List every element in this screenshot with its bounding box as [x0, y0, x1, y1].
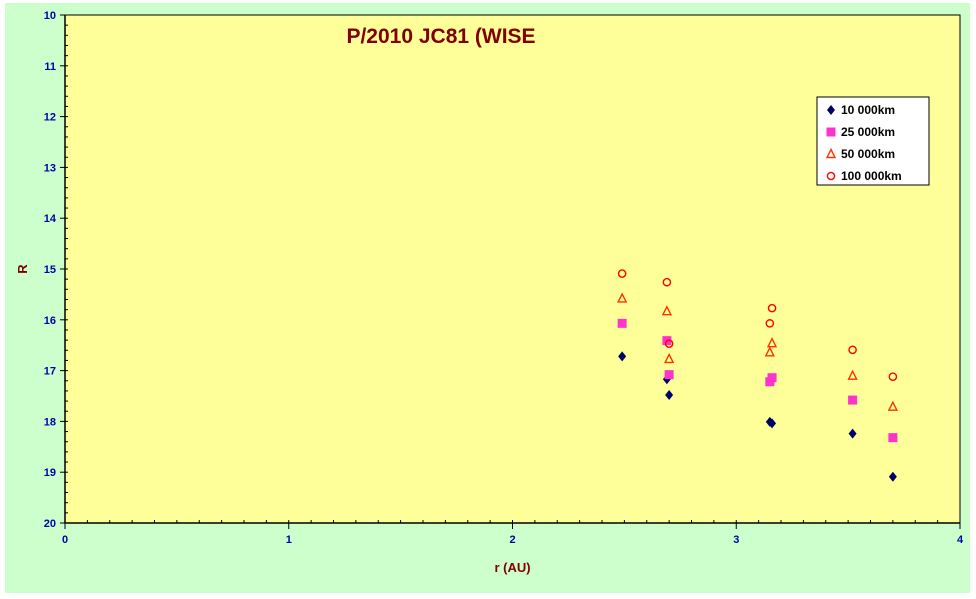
data-point	[663, 352, 675, 364]
y-tick-label: 17	[44, 366, 56, 378]
data-point	[888, 471, 897, 482]
data-point	[662, 277, 672, 287]
x-tick-label: 2	[509, 534, 515, 546]
y-tick-label: 16	[44, 315, 56, 327]
y-tick-label: 13	[44, 162, 56, 174]
legend-item: 50 000km	[825, 147, 895, 161]
x-tick-label: 0	[62, 534, 68, 546]
data-point	[848, 428, 857, 439]
data-point	[767, 373, 777, 383]
legend-label: 100 000km	[841, 169, 902, 183]
chart-frame: P/2010 JC81 (WISE r (AU) R 10 11 12 13 14 15 1…	[5, 3, 970, 593]
y-tick-label: 12	[44, 112, 56, 124]
data-point	[618, 351, 627, 362]
data-point	[617, 318, 627, 328]
plot-area	[64, 14, 961, 524]
legend: 10 000km 25 000km 50 000km 100 000km	[816, 96, 930, 186]
series-diamond	[618, 351, 897, 482]
y-tick-label: 11	[44, 61, 56, 73]
legend-item: 25 000km	[826, 125, 895, 139]
legend-item: 10 000km	[827, 103, 895, 117]
y-axis-title: R	[15, 264, 30, 274]
y-tick-label: 10	[44, 10, 56, 22]
data-point	[765, 319, 775, 328]
data-point	[664, 339, 674, 348]
data-point	[888, 433, 898, 443]
data-point	[764, 346, 775, 357]
y-tick-label: 18	[44, 416, 56, 428]
y-tick-label: 15	[44, 264, 56, 276]
series-triangle	[617, 292, 899, 411]
legend-label: 25 000km	[841, 125, 895, 139]
data-point	[767, 303, 777, 313]
data-point	[768, 418, 777, 429]
x-tick-label: 1	[286, 534, 292, 546]
data-point	[665, 389, 674, 400]
legend-marker	[826, 171, 836, 181]
data-point	[888, 372, 898, 381]
data-point	[887, 400, 899, 411]
data-point	[661, 305, 673, 316]
data-point	[617, 269, 627, 278]
y-tick-label: 20	[44, 518, 56, 530]
data-points	[617, 269, 899, 482]
data-point	[617, 292, 628, 303]
data-point	[766, 337, 778, 348]
series-circle	[617, 269, 898, 381]
data-point	[848, 395, 858, 405]
x-axis-title: r (AU)	[494, 560, 530, 575]
y-tick-label: 19	[44, 467, 56, 479]
legend-label: 10 000km	[841, 103, 895, 117]
data-point	[847, 369, 858, 380]
chart-title: P/2010 JC81 (WISE	[346, 25, 535, 48]
x-tick-label: 3	[733, 534, 739, 546]
scatter-chart: P/2010 JC81 (WISE r (AU) R 1011121314151…	[15, 10, 964, 575]
data-point	[664, 370, 674, 380]
legend-marker	[827, 105, 835, 115]
y-tick-label: 14	[44, 213, 57, 225]
data-point	[848, 345, 857, 355]
legend-label: 50 000km	[841, 147, 895, 161]
legend-marker	[826, 127, 836, 137]
legend-box	[816, 96, 930, 186]
legend-item: 100 000km	[826, 169, 902, 183]
legend-marker	[825, 147, 837, 159]
x-tick-label: 4	[957, 534, 964, 546]
